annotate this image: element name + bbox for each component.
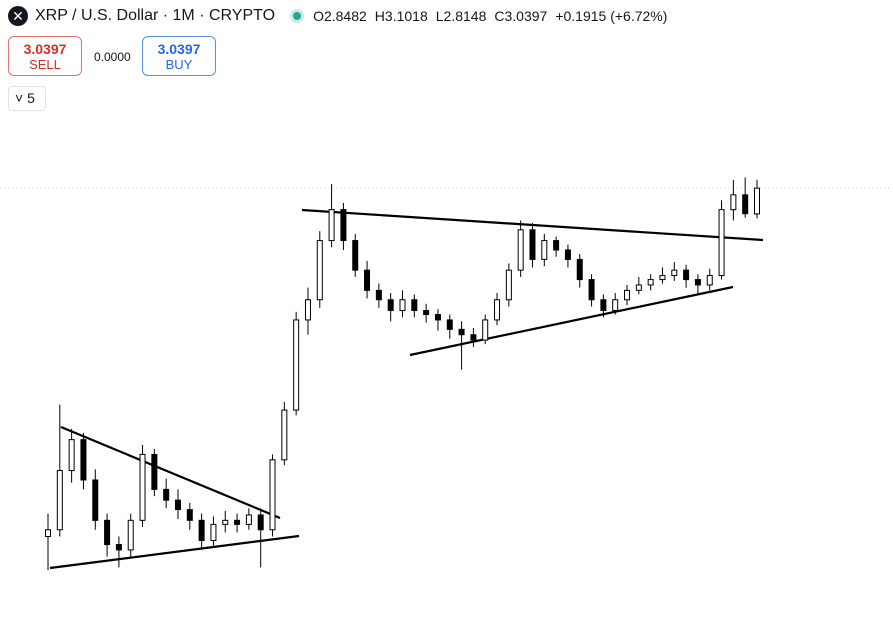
market-status <box>293 12 302 20</box>
candle-body <box>210 523 217 542</box>
candle-body <box>56 470 63 531</box>
candle-body <box>234 519 241 525</box>
candle-body <box>352 240 359 271</box>
candle-body <box>505 269 512 301</box>
trendline <box>409 285 734 357</box>
candle-body <box>576 258 583 281</box>
candle-body <box>742 194 749 215</box>
candle-body <box>151 453 158 490</box>
candle-body <box>340 209 347 242</box>
candle-body <box>257 514 264 531</box>
candle-body <box>139 453 146 521</box>
candle-body <box>245 514 252 525</box>
candle-body <box>68 439 75 472</box>
candle-body <box>269 459 276 531</box>
candle-body <box>434 314 441 321</box>
buy-button[interactable]: 3.0397 BUY <box>142 36 216 76</box>
trendlines <box>49 208 764 570</box>
candle-body <box>541 240 548 260</box>
trendline <box>49 534 300 570</box>
candle-body <box>399 299 406 312</box>
candle-body <box>706 275 713 286</box>
candle-body <box>494 299 501 321</box>
quote-label: H <box>374 8 385 24</box>
candle-body <box>482 319 489 341</box>
candle-body <box>411 299 418 312</box>
buy-price: 3.0397 <box>157 41 201 57</box>
candle-body <box>186 509 193 521</box>
candle-body <box>364 269 371 291</box>
symbol-header: ✕ XRP / U.S. Dollar · 1M · CRYPTO O2.848… <box>8 6 675 26</box>
sell-label: SELL <box>29 57 61 72</box>
candle-body <box>517 229 524 271</box>
buy-label: BUY <box>165 57 193 72</box>
candle-body <box>718 209 725 277</box>
candle-body <box>222 519 229 525</box>
candle-body <box>92 479 99 521</box>
symbol-icon: ✕ <box>8 6 28 26</box>
candle-body <box>328 209 335 242</box>
candle-body <box>553 240 560 251</box>
trendline <box>60 425 281 520</box>
quote-label: C <box>494 8 505 24</box>
quote-value: 2.8482 <box>323 8 367 24</box>
candle-body <box>694 279 701 286</box>
spread: 0.0000 <box>94 50 131 64</box>
interval-dropdown[interactable]: ˅ 5 <box>8 86 46 111</box>
candle-body <box>458 328 465 336</box>
candle-body <box>659 275 666 281</box>
candle-body <box>45 529 51 537</box>
quote-label: L <box>435 8 444 24</box>
candle-body <box>104 519 111 546</box>
candle-body <box>730 194 737 211</box>
sell-button[interactable]: 3.0397 SELL <box>8 36 82 76</box>
candle-body <box>423 310 430 316</box>
candle-body <box>375 289 382 301</box>
candle-body <box>564 249 571 260</box>
symbol-name[interactable]: XRP / U.S. Dollar · 1M · CRYPTO <box>35 7 276 24</box>
candle-body <box>612 299 619 312</box>
candle-body <box>293 319 300 411</box>
candle-body <box>647 279 654 286</box>
candle-body <box>80 439 87 481</box>
quote-value: 3.1018 <box>384 8 428 24</box>
candle-body <box>198 519 205 542</box>
candle-body <box>635 284 642 291</box>
candle-body <box>446 319 453 330</box>
candle-body <box>470 334 477 341</box>
candle-body <box>304 299 311 321</box>
interval-value: 5 <box>27 90 35 106</box>
candle-body <box>588 279 595 301</box>
quote-change: +0.1915 (+6.72%) <box>555 8 668 24</box>
sell-price: 3.0397 <box>23 41 67 57</box>
candle-body <box>127 519 134 551</box>
candle-body <box>600 299 607 312</box>
quote-label: O <box>313 8 324 24</box>
candle-body <box>316 240 323 301</box>
candle-body <box>683 269 690 281</box>
candle-body <box>163 488 170 501</box>
candle-body <box>281 409 288 461</box>
candle-body <box>115 544 122 551</box>
quote-value: 3.0397 <box>504 8 548 24</box>
candle-body <box>754 187 760 215</box>
candle-body <box>387 299 394 312</box>
candle-body <box>671 269 678 277</box>
candle-body <box>624 289 631 301</box>
candle-body <box>174 499 181 511</box>
quote-value: 2.8148 <box>443 8 487 24</box>
candle-body <box>529 229 536 260</box>
